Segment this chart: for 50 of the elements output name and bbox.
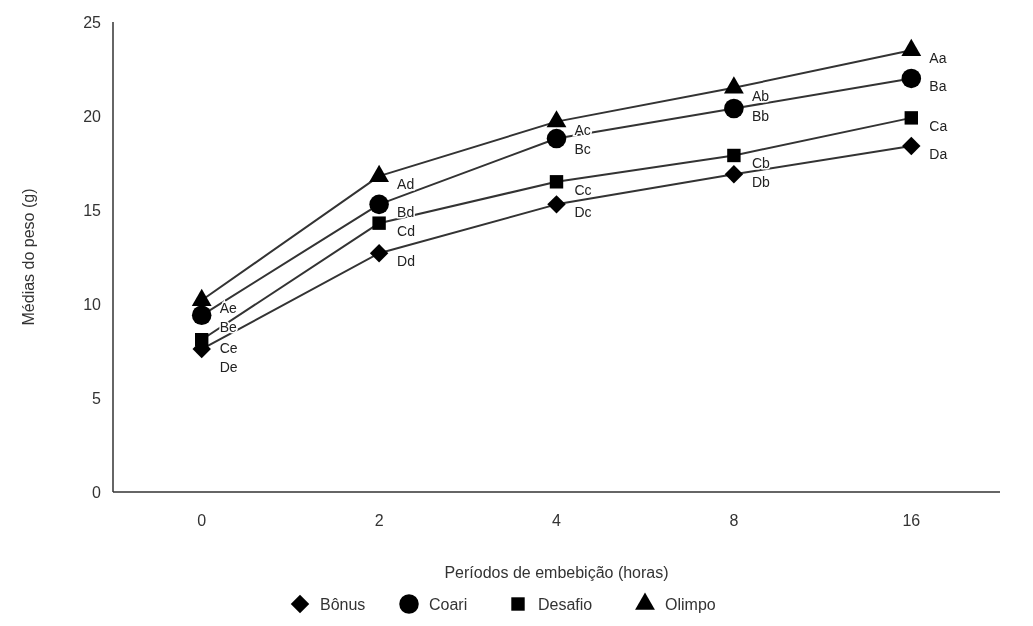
annotation: Ca <box>929 117 948 134</box>
legend-label: Coari <box>429 595 468 613</box>
annotation: Ab <box>751 87 770 104</box>
annotation: Dd <box>397 253 416 270</box>
point <box>724 165 744 184</box>
y-tick-label: 15 <box>83 201 102 219</box>
x-tick-label: 8 <box>729 512 739 529</box>
y-tick-label: 20 <box>83 107 102 125</box>
annotation: Aa <box>929 50 947 67</box>
annotation: Dc <box>574 204 592 221</box>
point <box>369 194 389 215</box>
annotation: Da <box>929 145 948 162</box>
point <box>549 175 564 189</box>
annotation: Cb <box>751 155 771 172</box>
y-tick-label: 25 <box>83 13 102 31</box>
annotation: Be <box>219 319 238 336</box>
annotation: Ad <box>397 176 415 193</box>
legend-label: Bônus <box>320 595 366 613</box>
x-tick-label: 16 <box>902 512 921 529</box>
point <box>372 216 386 230</box>
annotation: Ba <box>929 78 947 95</box>
y-tick-label: 5 <box>92 389 102 407</box>
annotation: Ac <box>574 121 591 138</box>
point <box>727 148 741 163</box>
point <box>547 195 566 214</box>
point <box>724 98 744 119</box>
point <box>369 244 389 263</box>
annotation: Cd <box>397 223 416 240</box>
annotation: Bc <box>574 140 591 157</box>
point <box>546 128 567 149</box>
point <box>194 333 209 347</box>
x-tick-label: 2 <box>374 512 384 529</box>
point <box>901 68 922 89</box>
legend-label: Olimpo <box>665 595 716 613</box>
annotation: Ae <box>219 300 238 317</box>
x-axis-title: Períodos de embebição (horas) <box>444 564 669 581</box>
point <box>902 136 921 156</box>
point <box>904 111 919 125</box>
y-axis-title: Médias do peso (g) <box>20 188 37 326</box>
point <box>191 305 212 326</box>
annotation: Ce <box>219 339 238 356</box>
y-tick-label: 10 <box>83 295 102 313</box>
annotation: Cc <box>574 181 592 198</box>
annotation: Bb <box>751 108 770 125</box>
y-tick-label: 0 <box>92 483 102 501</box>
x-tick-label: 0 <box>197 512 207 529</box>
annotation: De <box>219 358 238 375</box>
annotation: Db <box>751 174 771 191</box>
legend-label: Desafio <box>538 595 593 613</box>
x-tick-label: 4 <box>552 512 562 529</box>
